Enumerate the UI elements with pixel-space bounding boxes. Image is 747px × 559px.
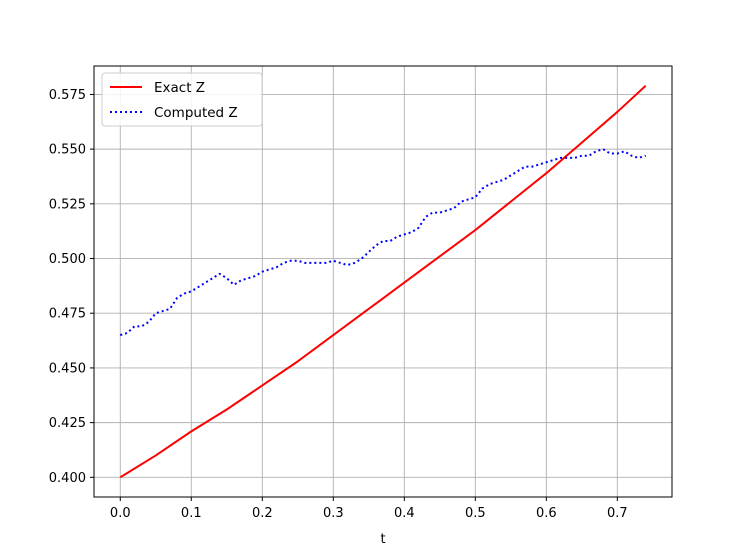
y-tick-label: 0.425 bbox=[49, 416, 86, 431]
x-tick-label: 0.5 bbox=[465, 506, 486, 521]
x-tick-label: 0.2 bbox=[252, 506, 273, 521]
series-line-computed-z bbox=[119, 148, 647, 337]
grid bbox=[94, 66, 672, 497]
x-tick-label: 0.6 bbox=[536, 506, 557, 521]
plot-frame bbox=[93, 65, 673, 498]
y-tick-label: 0.575 bbox=[49, 88, 86, 103]
x-tick-label: 0.4 bbox=[394, 506, 415, 521]
series-layer bbox=[119, 84, 647, 479]
legend-label-exact-z: Exact Z bbox=[154, 80, 205, 96]
legend-label-computed-z: Computed Z bbox=[154, 105, 238, 121]
series-line-exact-z bbox=[119, 84, 647, 479]
x-axis-label: t bbox=[380, 532, 385, 547]
x-tick-label: 0.1 bbox=[181, 506, 202, 521]
legend: Exact Z Computed Z bbox=[101, 72, 263, 127]
x-tick-label: 0.0 bbox=[110, 506, 131, 521]
y-tick-label: 0.475 bbox=[49, 307, 86, 322]
x-tick-label: 0.3 bbox=[323, 506, 344, 521]
y-tick-label: 0.500 bbox=[49, 252, 86, 267]
x-tick-label: 0.7 bbox=[607, 506, 628, 521]
ticks: 0.0 0.1 0.2 0.3 0.4 0.5 0.6 0.7 0.400 0.425 0.450 0… bbox=[49, 88, 628, 521]
y-tick-label: 0.400 bbox=[49, 471, 86, 486]
y-tick-label: 0.450 bbox=[49, 361, 86, 376]
y-tick-label: 0.525 bbox=[49, 197, 86, 212]
y-tick-label: 0.550 bbox=[49, 143, 86, 158]
